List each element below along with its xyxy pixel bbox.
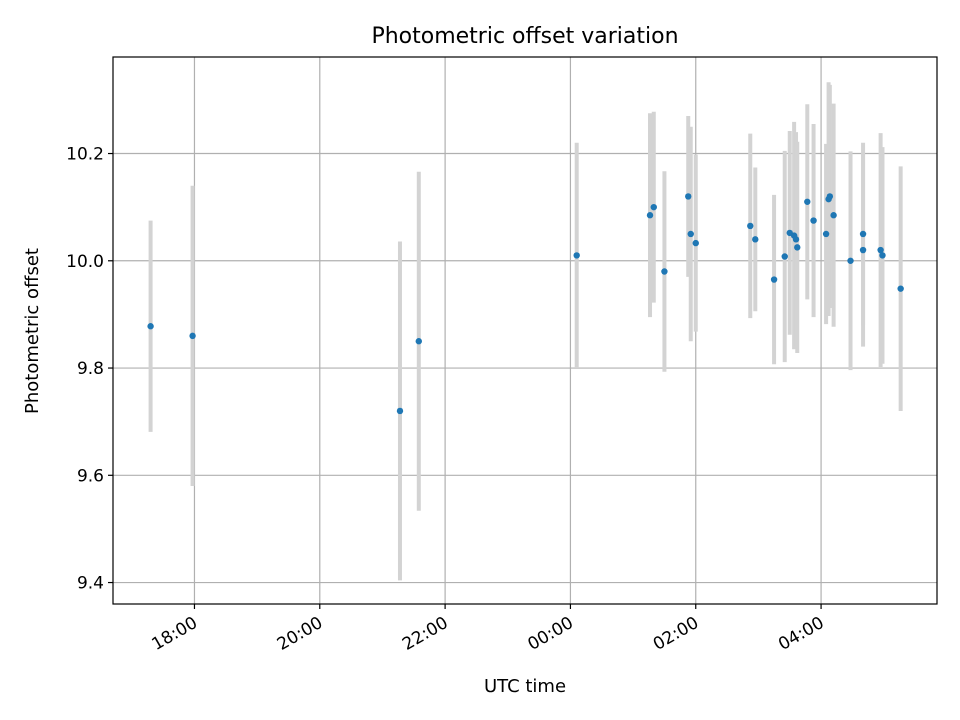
data-point xyxy=(770,276,778,283)
y-axis-label: Photometric offset xyxy=(22,248,43,414)
error-bars xyxy=(148,82,903,581)
data-point xyxy=(650,203,657,211)
data-point xyxy=(897,285,904,292)
data-point xyxy=(752,236,759,243)
x-axis-label: UTC time xyxy=(484,676,566,697)
x-tick-label: 04:00 xyxy=(775,613,827,655)
x-tick-label: 00:00 xyxy=(524,613,576,655)
y-tick-label: 9.4 xyxy=(77,574,104,594)
data-point xyxy=(747,222,754,230)
data-point xyxy=(804,198,811,205)
data-point xyxy=(877,246,884,254)
data-point xyxy=(147,323,154,330)
data-point xyxy=(847,257,854,264)
data-point xyxy=(830,212,837,219)
data-point xyxy=(685,193,692,200)
data-point xyxy=(879,252,886,259)
data-point xyxy=(415,338,422,345)
data-point xyxy=(794,244,801,251)
data-point xyxy=(859,246,867,254)
data-point xyxy=(859,230,867,238)
x-axis-ticks: 18:00 20:00 22:00 00:00 02:00 04:00 xyxy=(149,604,828,655)
data-point xyxy=(396,407,404,415)
data-point xyxy=(822,230,830,238)
data-point xyxy=(826,193,834,200)
chart-title: Photometric offset variation xyxy=(371,24,678,49)
y-tick-label: 9.8 xyxy=(77,359,104,379)
y-tick-label: 10.2 xyxy=(66,145,104,165)
data-point xyxy=(692,239,699,247)
plot-frame xyxy=(112,56,938,605)
data-point xyxy=(189,332,196,340)
data-point xyxy=(573,252,580,259)
data-point xyxy=(661,268,668,275)
data-point xyxy=(687,230,694,238)
y-tick-label: 10.0 xyxy=(66,252,104,272)
data-point xyxy=(792,236,800,243)
data-points xyxy=(147,193,904,415)
x-tick-label: 02:00 xyxy=(650,613,702,655)
data-point xyxy=(646,212,654,219)
y-axis-ticks: 9.4 9.6 9.8 10.0 10.2 xyxy=(66,145,113,594)
x-tick-label: 18:00 xyxy=(149,613,201,655)
x-tick-label: 20:00 xyxy=(274,613,326,655)
data-point xyxy=(781,253,788,260)
data-point xyxy=(810,217,817,224)
x-tick-label: 22:00 xyxy=(399,613,451,655)
y-tick-label: 9.6 xyxy=(77,466,104,486)
